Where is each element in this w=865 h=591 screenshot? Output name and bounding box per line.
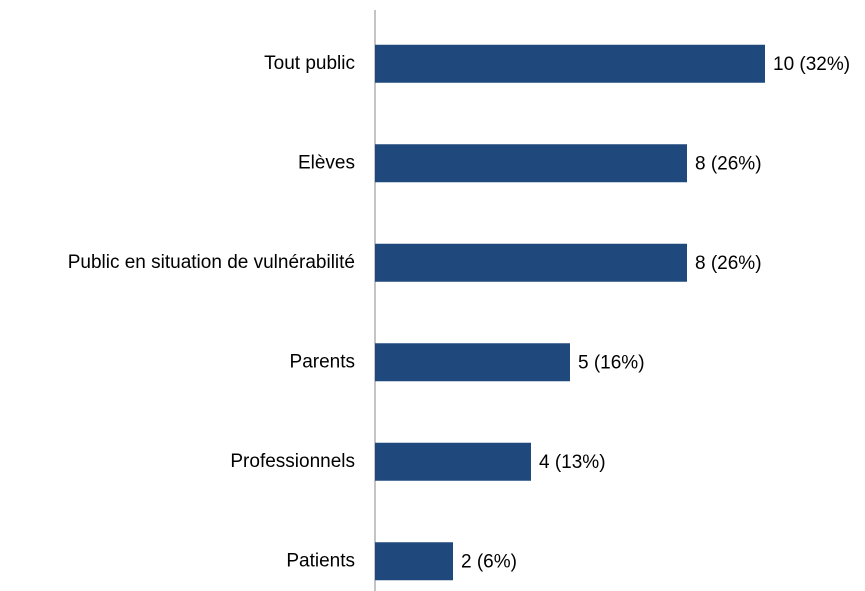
- bar: [375, 542, 453, 581]
- category-label: Public en situation de vulnérabilité: [68, 252, 355, 273]
- value-label: 4 (13%): [539, 452, 606, 473]
- bar: [375, 343, 570, 382]
- value-label: 5 (16%): [578, 352, 645, 373]
- bar: [375, 44, 765, 83]
- category-label: Professionnels: [230, 451, 355, 472]
- bar: [375, 442, 531, 481]
- category-label: Parents: [290, 351, 355, 372]
- bar: [375, 144, 687, 183]
- value-label: 8 (26%): [695, 153, 762, 174]
- value-label: 10 (32%): [773, 54, 850, 75]
- category-label: Tout public: [264, 53, 355, 74]
- value-label: 8 (26%): [695, 253, 762, 274]
- category-label: Patients: [286, 550, 355, 571]
- category-label: Elèves: [298, 152, 355, 173]
- bar: [375, 243, 687, 282]
- value-label: 2 (6%): [461, 551, 517, 572]
